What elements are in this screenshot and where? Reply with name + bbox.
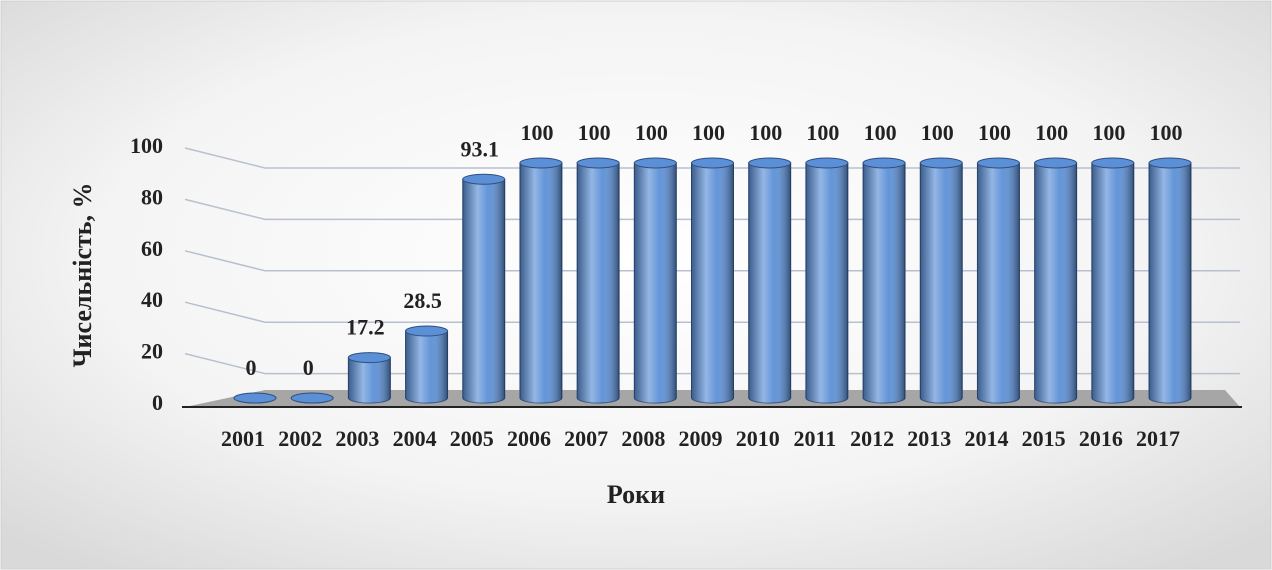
bar [805, 157, 849, 404]
x-tick-label: 2008 [621, 426, 665, 451]
x-tick-label: 2004 [393, 426, 437, 451]
y-axis-title: Чисельність, % [68, 182, 97, 367]
value-label: 100 [921, 120, 954, 145]
x-tick-label: 2014 [964, 426, 1008, 451]
bar-part [976, 157, 1020, 169]
x-tick-label: 2006 [507, 426, 551, 451]
bar-part [1091, 157, 1135, 169]
value-label: 28.5 [403, 288, 442, 313]
x-tick-label: 2009 [679, 426, 723, 451]
bar [576, 157, 620, 404]
y-tick-label: 60 [141, 236, 163, 261]
grid-line [184, 250, 1240, 272]
y-tick-label: 20 [141, 339, 163, 364]
value-label: 93.1 [461, 136, 500, 161]
value-label: 100 [520, 120, 553, 145]
bar-part [748, 163, 791, 403]
x-tick-label: 2015 [1022, 426, 1066, 451]
bar-part [691, 157, 734, 169]
bar-part [633, 157, 677, 169]
bar-part [405, 325, 449, 337]
bar-part [1034, 163, 1077, 403]
bar-part [348, 357, 391, 403]
bar-part [519, 157, 563, 169]
bar [691, 157, 734, 404]
x-tick-label: 2016 [1079, 426, 1123, 451]
y-tick-label: 80 [141, 184, 163, 209]
y-tick-label: 0 [152, 390, 163, 415]
value-label: 100 [864, 120, 897, 145]
value-label: 100 [1035, 120, 1068, 145]
bar [919, 157, 963, 404]
bar-part [405, 331, 448, 403]
bar-part [1034, 157, 1078, 169]
bar [233, 392, 277, 404]
bar [862, 157, 906, 404]
bar-part [1149, 163, 1191, 403]
grid-line [184, 352, 1240, 375]
value-label: 100 [635, 120, 668, 145]
x-tick-label: 2003 [335, 426, 379, 451]
value-label: 100 [1092, 120, 1125, 145]
bar-part [577, 163, 620, 403]
bar [347, 352, 391, 404]
bar-part [805, 157, 849, 169]
value-label: 100 [578, 120, 611, 145]
bar [748, 157, 792, 404]
value-label: 100 [806, 120, 839, 145]
bar-part [691, 163, 734, 403]
bar-part [1091, 163, 1134, 403]
x-tick-label: 2013 [907, 426, 951, 451]
value-label: 100 [1150, 120, 1183, 145]
bar-part [347, 352, 391, 364]
x-tick-label: 2005 [450, 426, 494, 451]
bar-part [862, 157, 906, 169]
bar [519, 157, 563, 404]
value-label: 100 [692, 120, 725, 145]
bar [405, 325, 449, 404]
value-label: 17.2 [346, 315, 385, 340]
value-label: 0 [246, 355, 257, 380]
value-label: 100 [749, 120, 782, 145]
bar-part [634, 163, 677, 403]
bar-part [863, 163, 906, 403]
y-tick-label: 100 [130, 133, 163, 158]
x-axis-title: Роки [607, 480, 665, 509]
bar-part [920, 163, 963, 403]
bar [633, 157, 677, 404]
bar-part [805, 163, 848, 403]
bar [1091, 157, 1135, 404]
bar-part [919, 157, 963, 169]
bar-part [977, 163, 1020, 403]
value-label: 100 [978, 120, 1011, 145]
x-tick-label: 2017 [1136, 426, 1180, 451]
x-tick-label: 2010 [736, 426, 780, 451]
bar-part [519, 163, 562, 403]
bar-part [576, 157, 620, 169]
bar-part [462, 179, 505, 403]
grid-line [184, 198, 1240, 221]
bar-part [1148, 157, 1192, 169]
bar [976, 157, 1020, 404]
x-tick-label: 2001 [221, 426, 265, 451]
bar-part [233, 392, 277, 404]
bar [462, 173, 506, 404]
x-tick-label: 2012 [850, 426, 894, 451]
x-tick-label: 2007 [564, 426, 608, 451]
x-tick-label: 2002 [278, 426, 322, 451]
bar [290, 392, 334, 404]
bar [1148, 157, 1192, 404]
bar [1034, 157, 1078, 404]
y-tick-label: 40 [141, 287, 163, 312]
grid-line [184, 147, 1240, 169]
bar-part [462, 173, 506, 185]
value-label: 0 [303, 355, 314, 380]
bar-part [290, 392, 334, 404]
x-tick-label: 2011 [793, 426, 836, 451]
bar-part [748, 157, 792, 169]
grid-line [184, 301, 1240, 323]
